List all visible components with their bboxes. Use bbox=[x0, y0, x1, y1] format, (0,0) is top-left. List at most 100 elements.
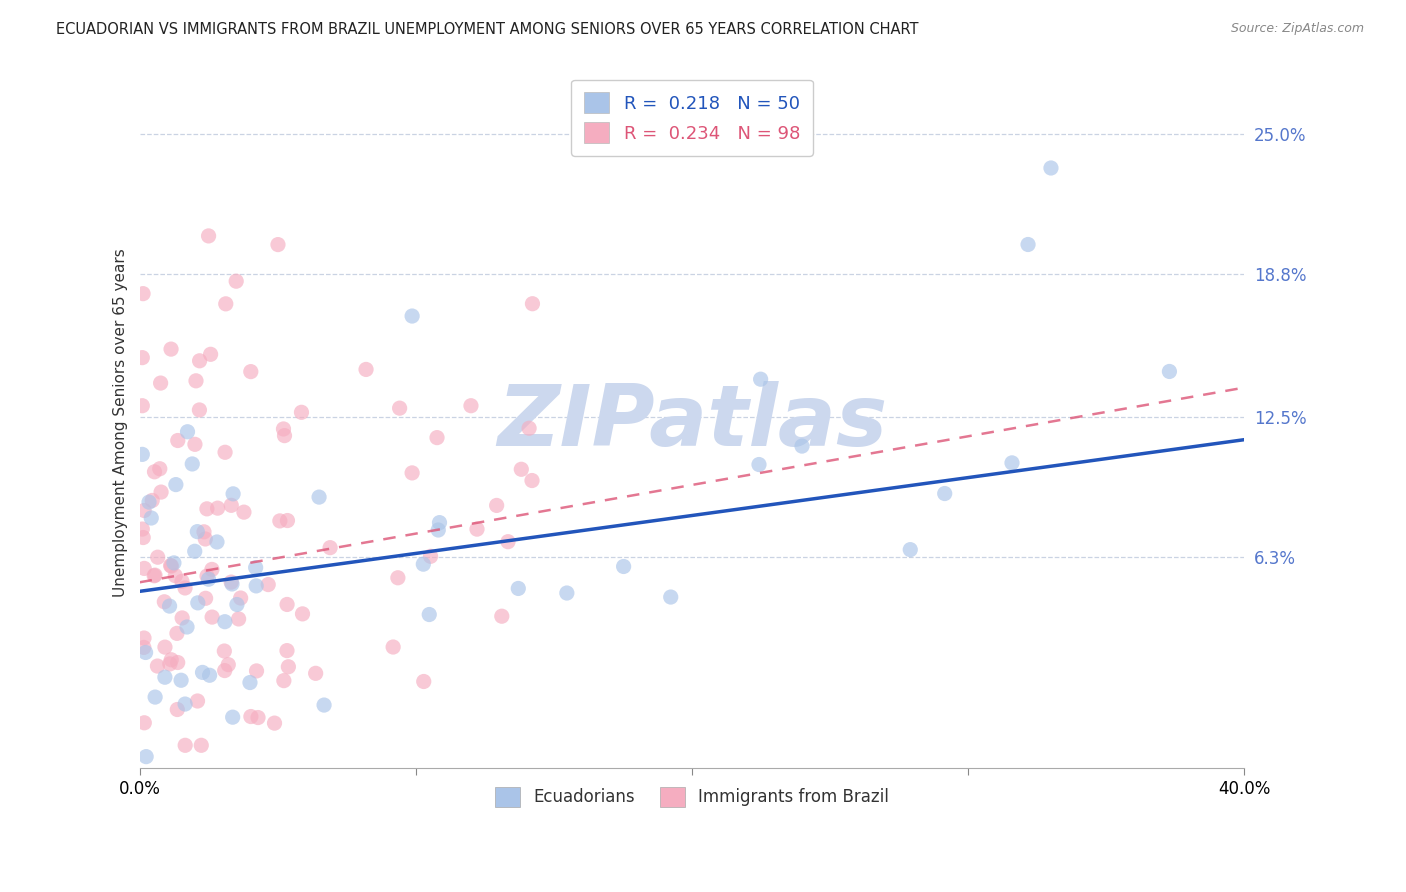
Point bbox=[174, 581, 197, 595]
Point bbox=[146, 550, 169, 565]
Point bbox=[387, 571, 409, 585]
Point bbox=[207, 501, 229, 516]
Point bbox=[229, 591, 252, 605]
Point bbox=[187, 596, 209, 610]
Point bbox=[491, 609, 513, 624]
Point bbox=[170, 673, 193, 688]
Point bbox=[1001, 456, 1024, 470]
Point bbox=[239, 675, 262, 690]
Point bbox=[141, 511, 163, 525]
Point bbox=[174, 739, 197, 753]
Y-axis label: Unemployment Among Seniors over 65 years: Unemployment Among Seniors over 65 years bbox=[114, 248, 128, 597]
Point bbox=[143, 690, 166, 704]
Point bbox=[269, 514, 291, 528]
Point bbox=[219, 575, 242, 590]
Point bbox=[273, 673, 295, 688]
Point bbox=[291, 607, 314, 621]
Point bbox=[245, 579, 267, 593]
Point bbox=[172, 611, 194, 625]
Point bbox=[186, 694, 208, 708]
Point bbox=[183, 544, 205, 558]
Point bbox=[460, 399, 482, 413]
Point bbox=[165, 477, 187, 491]
Point bbox=[160, 653, 183, 667]
Point bbox=[135, 749, 157, 764]
Point bbox=[191, 665, 214, 680]
Point bbox=[496, 534, 519, 549]
Point bbox=[276, 598, 298, 612]
Point bbox=[934, 486, 956, 500]
Point bbox=[131, 399, 153, 413]
Point bbox=[426, 431, 449, 445]
Point bbox=[748, 458, 770, 472]
Point bbox=[166, 656, 188, 670]
Point bbox=[419, 549, 441, 564]
Point bbox=[214, 445, 236, 459]
Point bbox=[226, 598, 249, 612]
Point bbox=[131, 522, 153, 536]
Point bbox=[898, 542, 921, 557]
Point bbox=[188, 403, 211, 417]
Text: Source: ZipAtlas.com: Source: ZipAtlas.com bbox=[1230, 22, 1364, 36]
Point bbox=[149, 462, 172, 476]
Point bbox=[388, 401, 411, 416]
Point bbox=[166, 702, 188, 716]
Point bbox=[427, 523, 450, 537]
Point bbox=[263, 716, 285, 731]
Point bbox=[132, 640, 155, 655]
Point bbox=[485, 499, 508, 513]
Point bbox=[273, 428, 295, 442]
Point bbox=[354, 362, 377, 376]
Point bbox=[228, 612, 250, 626]
Point bbox=[159, 558, 181, 573]
Point bbox=[184, 437, 207, 451]
Point bbox=[160, 342, 183, 356]
Point bbox=[143, 465, 166, 479]
Point bbox=[190, 739, 212, 753]
Point bbox=[267, 237, 290, 252]
Point bbox=[412, 557, 434, 571]
Point bbox=[205, 535, 228, 549]
Point bbox=[520, 474, 543, 488]
Point bbox=[138, 495, 160, 509]
Point bbox=[143, 568, 166, 582]
Point bbox=[134, 561, 156, 575]
Point bbox=[382, 640, 405, 654]
Point bbox=[184, 374, 207, 388]
Point bbox=[176, 425, 198, 439]
Point bbox=[418, 607, 440, 622]
Point bbox=[508, 582, 530, 596]
Point bbox=[1039, 161, 1062, 175]
Point bbox=[141, 493, 163, 508]
Point bbox=[277, 659, 299, 673]
Point bbox=[239, 365, 262, 379]
Point bbox=[517, 421, 540, 435]
Point bbox=[247, 710, 270, 724]
Point bbox=[1017, 237, 1039, 252]
Point bbox=[401, 466, 423, 480]
Point bbox=[160, 559, 183, 574]
Point bbox=[166, 434, 188, 448]
Point bbox=[188, 353, 211, 368]
Point bbox=[170, 574, 193, 589]
Point bbox=[214, 664, 236, 678]
Point bbox=[186, 524, 208, 539]
Point bbox=[219, 499, 242, 513]
Point bbox=[131, 351, 153, 365]
Legend: Ecuadorians, Immigrants from Brazil: Ecuadorians, Immigrants from Brazil bbox=[486, 779, 897, 815]
Point bbox=[174, 697, 197, 711]
Point bbox=[1159, 364, 1181, 378]
Point bbox=[165, 568, 187, 582]
Point bbox=[312, 698, 335, 712]
Point bbox=[412, 674, 434, 689]
Point bbox=[217, 657, 239, 672]
Point bbox=[153, 595, 176, 609]
Point bbox=[257, 577, 280, 591]
Point bbox=[134, 503, 156, 517]
Point bbox=[193, 524, 215, 539]
Point bbox=[659, 590, 682, 604]
Point bbox=[239, 709, 262, 723]
Text: ZIPatlas: ZIPatlas bbox=[496, 381, 887, 464]
Point bbox=[194, 591, 217, 606]
Point bbox=[245, 560, 267, 574]
